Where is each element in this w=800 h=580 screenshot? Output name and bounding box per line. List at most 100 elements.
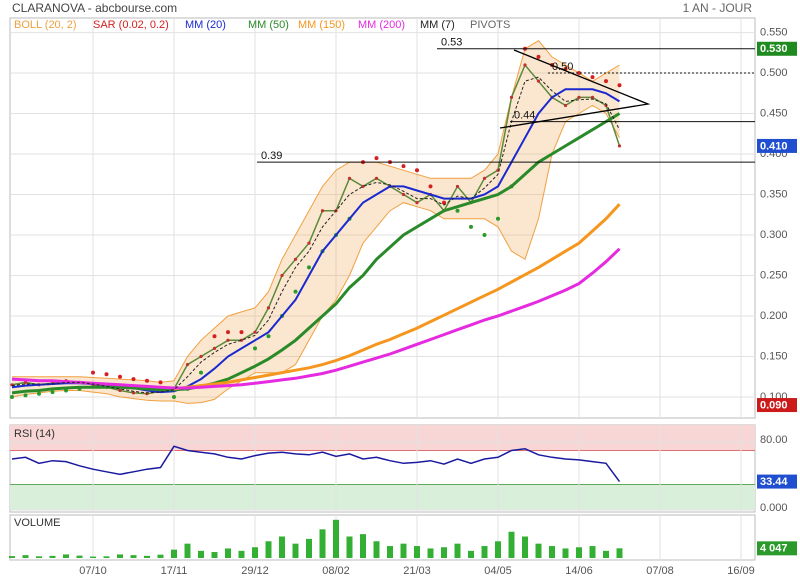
legend-entry: SAR (0.02, 0.2)	[93, 19, 169, 31]
price-point	[482, 176, 487, 180]
sar-dot	[428, 184, 433, 189]
y-tick-label: 0.350	[760, 188, 788, 200]
volume-bar	[49, 555, 56, 558]
volume-bar	[576, 547, 582, 558]
price-point	[293, 257, 298, 261]
price-point	[307, 241, 311, 245]
sar-dot	[536, 54, 541, 59]
legend-entry: BOLL (20, 2)	[14, 19, 77, 31]
price-point	[320, 209, 325, 213]
volume-bar	[306, 538, 312, 558]
volume-bar	[346, 536, 353, 558]
chart-title: CLARANOVA - abcbourse.com	[12, 1, 177, 15]
price-point	[266, 306, 271, 310]
x-tick-label: 29/12	[241, 565, 269, 577]
volume-bar	[414, 546, 420, 558]
price-point	[185, 362, 190, 367]
volume-bar	[90, 556, 96, 558]
volume-bar	[535, 543, 542, 558]
price-point	[509, 95, 514, 99]
volume-bar	[157, 554, 164, 558]
sar-dot	[172, 394, 176, 399]
x-tick-label: 08/02	[322, 565, 350, 577]
sar-dot	[482, 233, 487, 238]
volume-bar	[360, 534, 366, 558]
pivot-label: 0.39	[261, 150, 282, 162]
boll-lower	[11, 104, 620, 404]
sar-dot	[226, 330, 230, 335]
sar-dot	[23, 393, 28, 398]
volume-bar	[387, 546, 393, 558]
volume-bar	[76, 555, 83, 558]
price-marker	[757, 41, 797, 56]
sar-dot	[158, 380, 163, 385]
volume-title: VOLUME	[14, 517, 60, 529]
price-point	[253, 330, 257, 334]
price-marker-label: 0.090	[760, 399, 788, 411]
sar-dot	[415, 168, 419, 173]
rsi-title: RSI (14)	[14, 428, 55, 440]
overbought-band	[10, 425, 755, 451]
price-point	[455, 184, 460, 189]
volume-bar	[130, 555, 137, 558]
layers: 07/10 17/11 29/12 08/02 21/03 04/05 14/06 07/08…	[9, 17, 797, 577]
sar-dot	[199, 370, 203, 375]
x-tick-label: 21/03	[403, 565, 431, 577]
volume-bar	[171, 549, 177, 558]
price-point	[239, 338, 244, 342]
oversold-band	[10, 484, 755, 510]
y-tick-label: 0.550	[760, 26, 788, 38]
sar-dot	[307, 265, 311, 270]
volume-bar	[495, 541, 501, 558]
volume-bar	[616, 548, 623, 558]
price-point	[401, 192, 406, 197]
price-marker-label: 0.410	[760, 140, 788, 152]
y-tick-label: 0.300	[760, 229, 788, 241]
price-point	[131, 391, 136, 395]
sar-dot	[239, 330, 244, 335]
volume-bar	[508, 531, 515, 558]
price-point	[361, 184, 365, 189]
price-marker	[757, 138, 797, 153]
volume-bar	[225, 548, 231, 558]
sar-dot	[293, 289, 298, 294]
sar-dot	[50, 390, 55, 395]
sar-dot	[10, 394, 14, 399]
legend-entry: MM (20)	[185, 19, 226, 31]
rsi-marker	[757, 474, 797, 489]
price-point	[374, 176, 379, 180]
volume-bar	[454, 543, 461, 558]
legend-entry: MM (200)	[358, 19, 405, 31]
price-point	[199, 354, 203, 359]
volume-bar	[36, 556, 42, 558]
price-point	[280, 273, 284, 278]
legend-entry: MM (7)	[420, 19, 455, 31]
volume-bar	[441, 547, 447, 558]
volume-marker-label: 4 047	[760, 543, 788, 555]
boll-area	[12, 40, 620, 404]
volume-bar	[427, 548, 434, 558]
boll-upper	[12, 40, 620, 383]
sar-dot	[37, 391, 41, 396]
moving-average	[11, 247, 621, 390]
sar-dot	[455, 208, 460, 213]
rsi-marker-label: 33.44	[760, 476, 788, 488]
volume-bar	[63, 554, 69, 558]
price-point	[563, 103, 568, 108]
volume-bar	[211, 552, 218, 558]
sar-dot	[401, 164, 406, 169]
volume-bar	[589, 546, 596, 558]
volume-bar	[292, 543, 299, 558]
volume-bar	[238, 550, 245, 558]
volume-bar	[562, 548, 569, 558]
x-tick-label: 04/05	[484, 565, 512, 577]
y-tick-label: 80.00	[760, 434, 788, 446]
volume-bar	[603, 550, 609, 558]
volume-bar	[22, 555, 29, 558]
sar-dot	[131, 377, 136, 382]
price-marker-label: 0.530	[760, 43, 788, 55]
sar-dot	[118, 374, 122, 379]
moving-average	[11, 76, 620, 394]
sar-dot	[442, 200, 446, 205]
